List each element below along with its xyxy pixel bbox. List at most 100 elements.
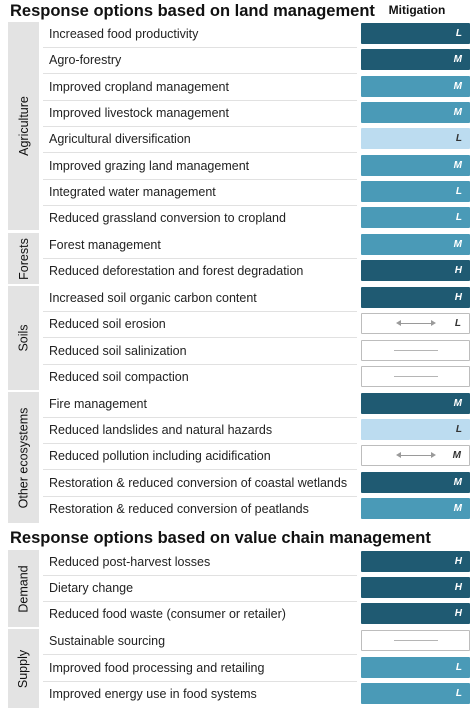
group-label-agriculture: Agriculture — [8, 22, 39, 230]
mitigation-cell: L — [361, 181, 470, 202]
option-row: Improved grazing land management M — [43, 154, 474, 180]
confidence-label: L — [455, 28, 462, 39]
row-divider — [43, 179, 357, 180]
group-label-text: Demand — [16, 564, 31, 613]
option-label: Reduced landslides and natural hazards — [49, 423, 273, 437]
option-row: Improved energy use in food systems L — [43, 682, 474, 708]
group-label-text: Agriculture — [16, 96, 31, 156]
confidence-label: M — [453, 398, 462, 409]
confidence-label: M — [452, 450, 461, 461]
option-row: Integrated water management L — [43, 180, 474, 206]
option-row: Dietary change H — [43, 576, 474, 602]
option-label: Restoration & reduced conversion of peat… — [49, 502, 309, 516]
confidence-label: L — [454, 318, 461, 329]
row-divider — [43, 126, 357, 127]
title-value-chain-management: Response options based on value chain ma… — [10, 529, 431, 547]
option-row: Agricultural diversification L — [43, 127, 474, 153]
group-label-forests: Forests — [8, 233, 39, 284]
title-land-management: Response options based on land managemen… — [10, 2, 375, 20]
option-row: Reduced soil compaction — [43, 365, 474, 391]
row-divider — [43, 364, 357, 365]
option-row: Sustainable sourcing — [43, 629, 474, 655]
mitigation-cell: H — [361, 287, 470, 308]
mitigation-cell: M — [361, 393, 470, 414]
row-divider — [43, 152, 357, 153]
row-divider — [43, 496, 357, 497]
no-data-dash — [394, 376, 438, 377]
mitigation-cell: L — [361, 657, 470, 678]
option-row: Agro-forestry M — [43, 48, 474, 74]
row-divider — [43, 601, 357, 602]
option-row: Reduced soil salinization — [43, 339, 474, 365]
confidence-label: M — [453, 54, 462, 65]
mitigation-cell: H — [361, 551, 470, 572]
option-row: Fire management M — [43, 392, 474, 418]
variable-direction-arrow-icon — [396, 320, 436, 326]
mitigation-cell: M — [361, 472, 470, 493]
mitigation-cell: L — [361, 313, 470, 334]
option-row: Increased soil organic carbon content H — [43, 286, 474, 312]
option-row: Reduced post-harvest losses H — [43, 550, 474, 576]
mitigation-cell: H — [361, 603, 470, 624]
row-divider — [43, 100, 357, 101]
option-label: Agricultural diversification — [49, 132, 191, 146]
confidence-label: H — [454, 265, 462, 276]
option-label: Improved cropland management — [49, 80, 229, 94]
option-row: Improved food processing and retailing L — [43, 656, 474, 682]
option-label: Reduced food waste (consumer or retailer… — [49, 607, 286, 621]
no-data-dash — [394, 640, 438, 641]
confidence-label: M — [453, 160, 462, 171]
option-label: Reduced pollution including acidificatio… — [49, 449, 271, 463]
mitigation-cell — [361, 340, 470, 361]
mitigation-cell: L — [361, 128, 470, 149]
row-divider — [43, 258, 357, 259]
mitigation-cell: M — [361, 445, 470, 466]
option-row: Reduced pollution including acidificatio… — [43, 444, 474, 470]
row-divider — [43, 337, 357, 338]
confidence-label: M — [453, 239, 462, 250]
confidence-label: H — [454, 556, 462, 567]
no-data-dash — [394, 350, 438, 351]
mitigation-cell: L — [361, 23, 470, 44]
option-row: Reduced deforestation and forest degrada… — [43, 259, 474, 285]
variable-direction-arrow-icon — [396, 452, 436, 458]
row-divider — [43, 73, 357, 74]
mitigation-cell: M — [361, 76, 470, 97]
row-divider — [43, 417, 357, 418]
option-label: Increased soil organic carbon content — [49, 291, 257, 305]
mitigation-cell: M — [361, 498, 470, 519]
option-label: Fire management — [49, 397, 147, 411]
confidence-label: H — [454, 292, 462, 303]
mitigation-cell — [361, 630, 470, 651]
option-row: Improved cropland management M — [43, 75, 474, 101]
group-label-demand: Demand — [8, 550, 39, 627]
option-label: Improved food processing and retailing — [49, 661, 265, 675]
row-divider — [43, 654, 357, 655]
option-row: Reduced grassland conversion to cropland… — [43, 206, 474, 232]
option-label: Restoration & reduced conversion of coas… — [49, 476, 348, 490]
option-row: Forest management M — [43, 233, 474, 259]
option-label: Agro-forestry — [49, 53, 122, 67]
confidence-label: H — [454, 582, 462, 593]
group-bar-demand — [8, 550, 39, 627]
mitigation-cell: L — [361, 207, 470, 228]
option-row: Reduced soil erosion L — [43, 312, 474, 338]
option-label: Reduced post-harvest losses — [49, 555, 211, 569]
group-label-text: Soils — [16, 324, 31, 352]
row-divider — [43, 575, 357, 576]
option-row: Improved livestock management M — [43, 101, 474, 127]
confidence-label: M — [453, 503, 462, 514]
confidence-label: L — [455, 688, 462, 699]
row-divider — [43, 311, 357, 312]
group-label-text: Other ecosystems — [16, 407, 31, 508]
group-label-text: Supply — [16, 649, 31, 688]
row-divider — [43, 47, 357, 48]
confidence-label: L — [455, 662, 462, 673]
option-row: Restoration & reduced conversion of peat… — [43, 497, 474, 523]
option-label: Reduced soil erosion — [49, 317, 166, 331]
option-label: Improved energy use in food systems — [49, 687, 257, 701]
group-bar-supply — [8, 629, 39, 708]
option-label: Dietary change — [49, 581, 134, 595]
option-label: Reduced grassland conversion to cropland — [49, 211, 286, 225]
option-row: Restoration & reduced conversion of coas… — [43, 471, 474, 497]
